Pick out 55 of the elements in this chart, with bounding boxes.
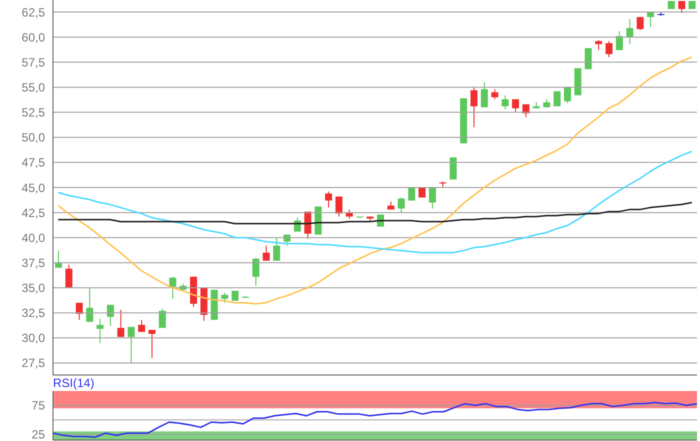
line-series [52, 402, 698, 438]
candlestick [678, 0, 686, 14]
y-tick-label: 30,0 [22, 331, 46, 346]
candlestick [502, 94, 509, 110]
y-tick-label: 75 [32, 398, 46, 413]
candlestick [117, 309, 124, 338]
candlestick [273, 237, 280, 262]
candlestick [595, 40, 602, 51]
candlestick [169, 276, 176, 300]
candlestick [554, 90, 561, 107]
chart-title: RSI(14) [53, 376, 94, 391]
y-tick-label: 55,0 [22, 80, 46, 94]
candlestick [398, 197, 405, 214]
candlestick [252, 257, 260, 286]
y-tick-label: 42,5 [22, 206, 46, 220]
y-tick-label: 37,5 [22, 256, 46, 270]
y-tick-label: 32,5 [22, 306, 46, 320]
y-tick-label: 25 [32, 427, 46, 441]
y-tick-label: 52,5 [22, 106, 46, 120]
y-tick-label: 60,0 [22, 30, 46, 44]
candlestick [76, 302, 83, 320]
candlestick [564, 86, 571, 104]
y-tick-label: 47,5 [22, 156, 46, 170]
candlestick [221, 292, 228, 304]
candlestick [128, 326, 135, 364]
candlestick [450, 156, 457, 180]
y-tick-label: 62,5 [22, 5, 46, 20]
candlestick [512, 98, 520, 113]
candlestick [470, 86, 478, 128]
y-tick-label: 27,5 [22, 356, 46, 370]
candlestick [65, 264, 72, 288]
y-tick-label: 40,0 [22, 230, 46, 245]
candlestick [262, 245, 270, 262]
candlestick [480, 82, 488, 108]
candlestick [626, 18, 634, 45]
candlestick [647, 12, 654, 28]
candlestick [636, 16, 644, 31]
candlestick [606, 40, 613, 58]
candlestick [616, 30, 623, 51]
y-tick-label: 35,0 [22, 281, 46, 296]
y-tick-label: 50,0 [22, 130, 46, 145]
candlestick [86, 287, 94, 322]
candlestick [335, 196, 342, 218]
line-series [57, 150, 693, 254]
candlestick [148, 329, 156, 358]
candlestick [96, 318, 104, 344]
candlestick [158, 308, 166, 328]
candlestick [325, 191, 332, 208]
candlestick [55, 250, 62, 268]
y-tick-label: 45,0 [22, 180, 46, 195]
line-series [57, 56, 693, 305]
candlestick [428, 187, 436, 210]
y-tick-label: 57,5 [22, 55, 46, 70]
candlestick [491, 88, 498, 100]
candlestick [138, 319, 146, 332]
